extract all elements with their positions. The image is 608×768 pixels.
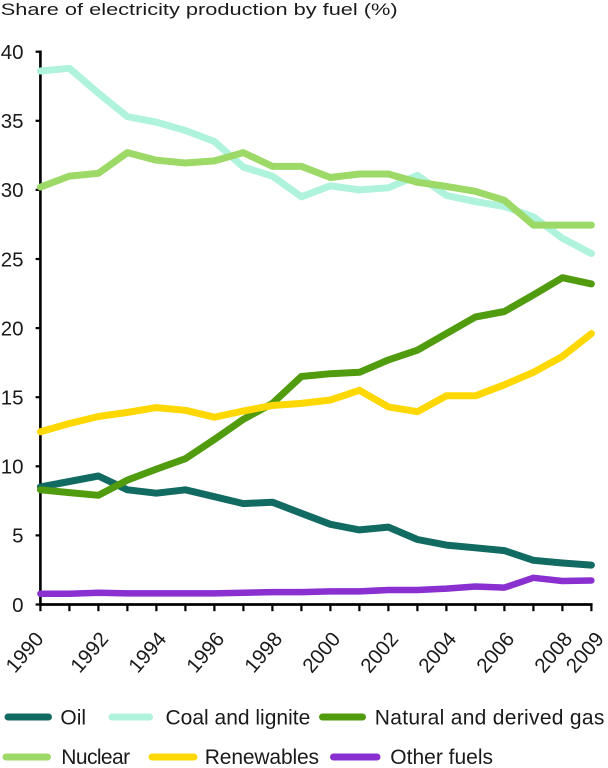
svg-text:5: 5 [12, 525, 23, 548]
svg-text:1998: 1998 [240, 628, 287, 678]
svg-text:40: 40 [1, 41, 24, 64]
svg-text:0: 0 [12, 594, 23, 617]
svg-text:1996: 1996 [182, 628, 229, 678]
svg-text:15: 15 [1, 387, 24, 410]
svg-text:Renewables: Renewables [205, 746, 319, 768]
svg-text:Natural and derived gas: Natural and derived gas [375, 706, 605, 729]
svg-text:Share of electricity productio: Share of electricity production by fuel … [1, 2, 398, 20]
svg-text:Coal and lignite: Coal and lignite [166, 706, 311, 729]
svg-text:Other fuels: Other fuels [390, 746, 493, 768]
svg-text:20: 20 [1, 317, 24, 340]
svg-text:2006: 2006 [472, 628, 519, 678]
svg-text:Nuclear: Nuclear [61, 746, 130, 768]
svg-text:2000: 2000 [298, 628, 345, 678]
svg-text:10: 10 [1, 456, 24, 479]
svg-text:Oil: Oil [60, 706, 86, 729]
svg-text:30: 30 [1, 179, 24, 202]
svg-text:1994: 1994 [124, 628, 171, 678]
svg-text:2004: 2004 [414, 628, 461, 678]
svg-text:25: 25 [1, 248, 24, 271]
svg-text:2002: 2002 [356, 628, 403, 678]
svg-text:1992: 1992 [66, 628, 113, 678]
svg-text:1990: 1990 [1, 628, 48, 678]
svg-text:35: 35 [1, 110, 24, 133]
